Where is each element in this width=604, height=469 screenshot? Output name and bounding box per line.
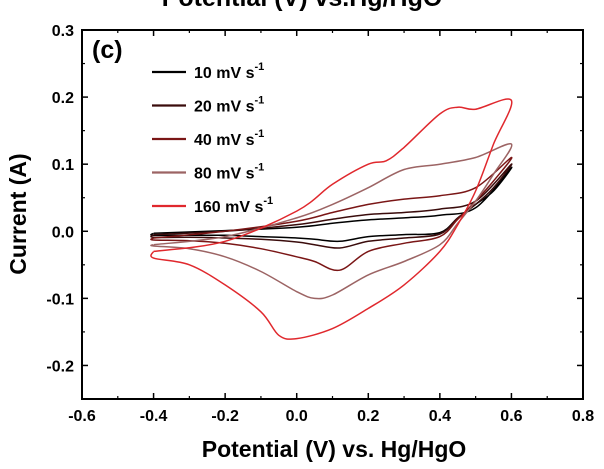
x-tick-label: 0.6 (500, 408, 522, 425)
legend-label-superscript: -1 (254, 162, 264, 174)
legend-label: 40 mV s-1 (194, 128, 264, 149)
legend-label-superscript: -1 (254, 95, 264, 107)
x-axis-title: Potential (V) vs. Hg/HgO (202, 436, 467, 462)
legend-label: 160 mV s-1 (194, 195, 273, 216)
y-tick-label: -0.1 (46, 291, 74, 308)
series-line (150, 163, 513, 249)
y-tick-label: 0.2 (52, 90, 74, 107)
y-tick-label: 0.0 (52, 224, 74, 241)
legend-label: 20 mV s-1 (194, 95, 264, 116)
series-line (150, 156, 513, 272)
legend-label-superscript: -1 (254, 61, 264, 73)
x-tick-label: 0.0 (286, 408, 308, 425)
panel-label: (c) (92, 36, 123, 64)
x-axis: -0.6 -0.4 -0.2 0.0 0.2 0.4 0.6 0.8 (68, 30, 594, 425)
y-tick-label: 0.1 (52, 157, 74, 174)
y-tick-label: -0.2 (46, 358, 74, 375)
legend-label: 80 mV s-1 (194, 162, 264, 183)
series-line (150, 98, 513, 340)
y-tick-label: 0.3 (52, 23, 74, 40)
x-tick-label: -0.4 (140, 408, 168, 425)
legend-label-superscript: -1 (263, 195, 273, 207)
x-tick-label: -0.2 (211, 408, 239, 425)
chart-top-title: Potential (V) vs.Hg/HgO (162, 0, 443, 12)
legend-label-superscript: -1 (254, 128, 264, 140)
plot-frame (81, 29, 584, 400)
y-axis: 0.3 0.2 0.1 0.0 -0.1 -0.2 (46, 23, 583, 375)
plot-curves (150, 98, 513, 340)
x-tick-label: 0.4 (429, 408, 451, 425)
x-tick-label: -0.6 (68, 408, 96, 425)
x-tick-label: 0.2 (357, 408, 379, 425)
legend-label: 10 mV s-1 (194, 61, 264, 82)
y-axis-title: Current (A) (5, 153, 31, 274)
x-tick-label: 0.8 (572, 408, 594, 425)
legend: 10 mV s-1 20 mV s-1 40 mV s-1 80 mV s-1 160 … (152, 61, 273, 216)
